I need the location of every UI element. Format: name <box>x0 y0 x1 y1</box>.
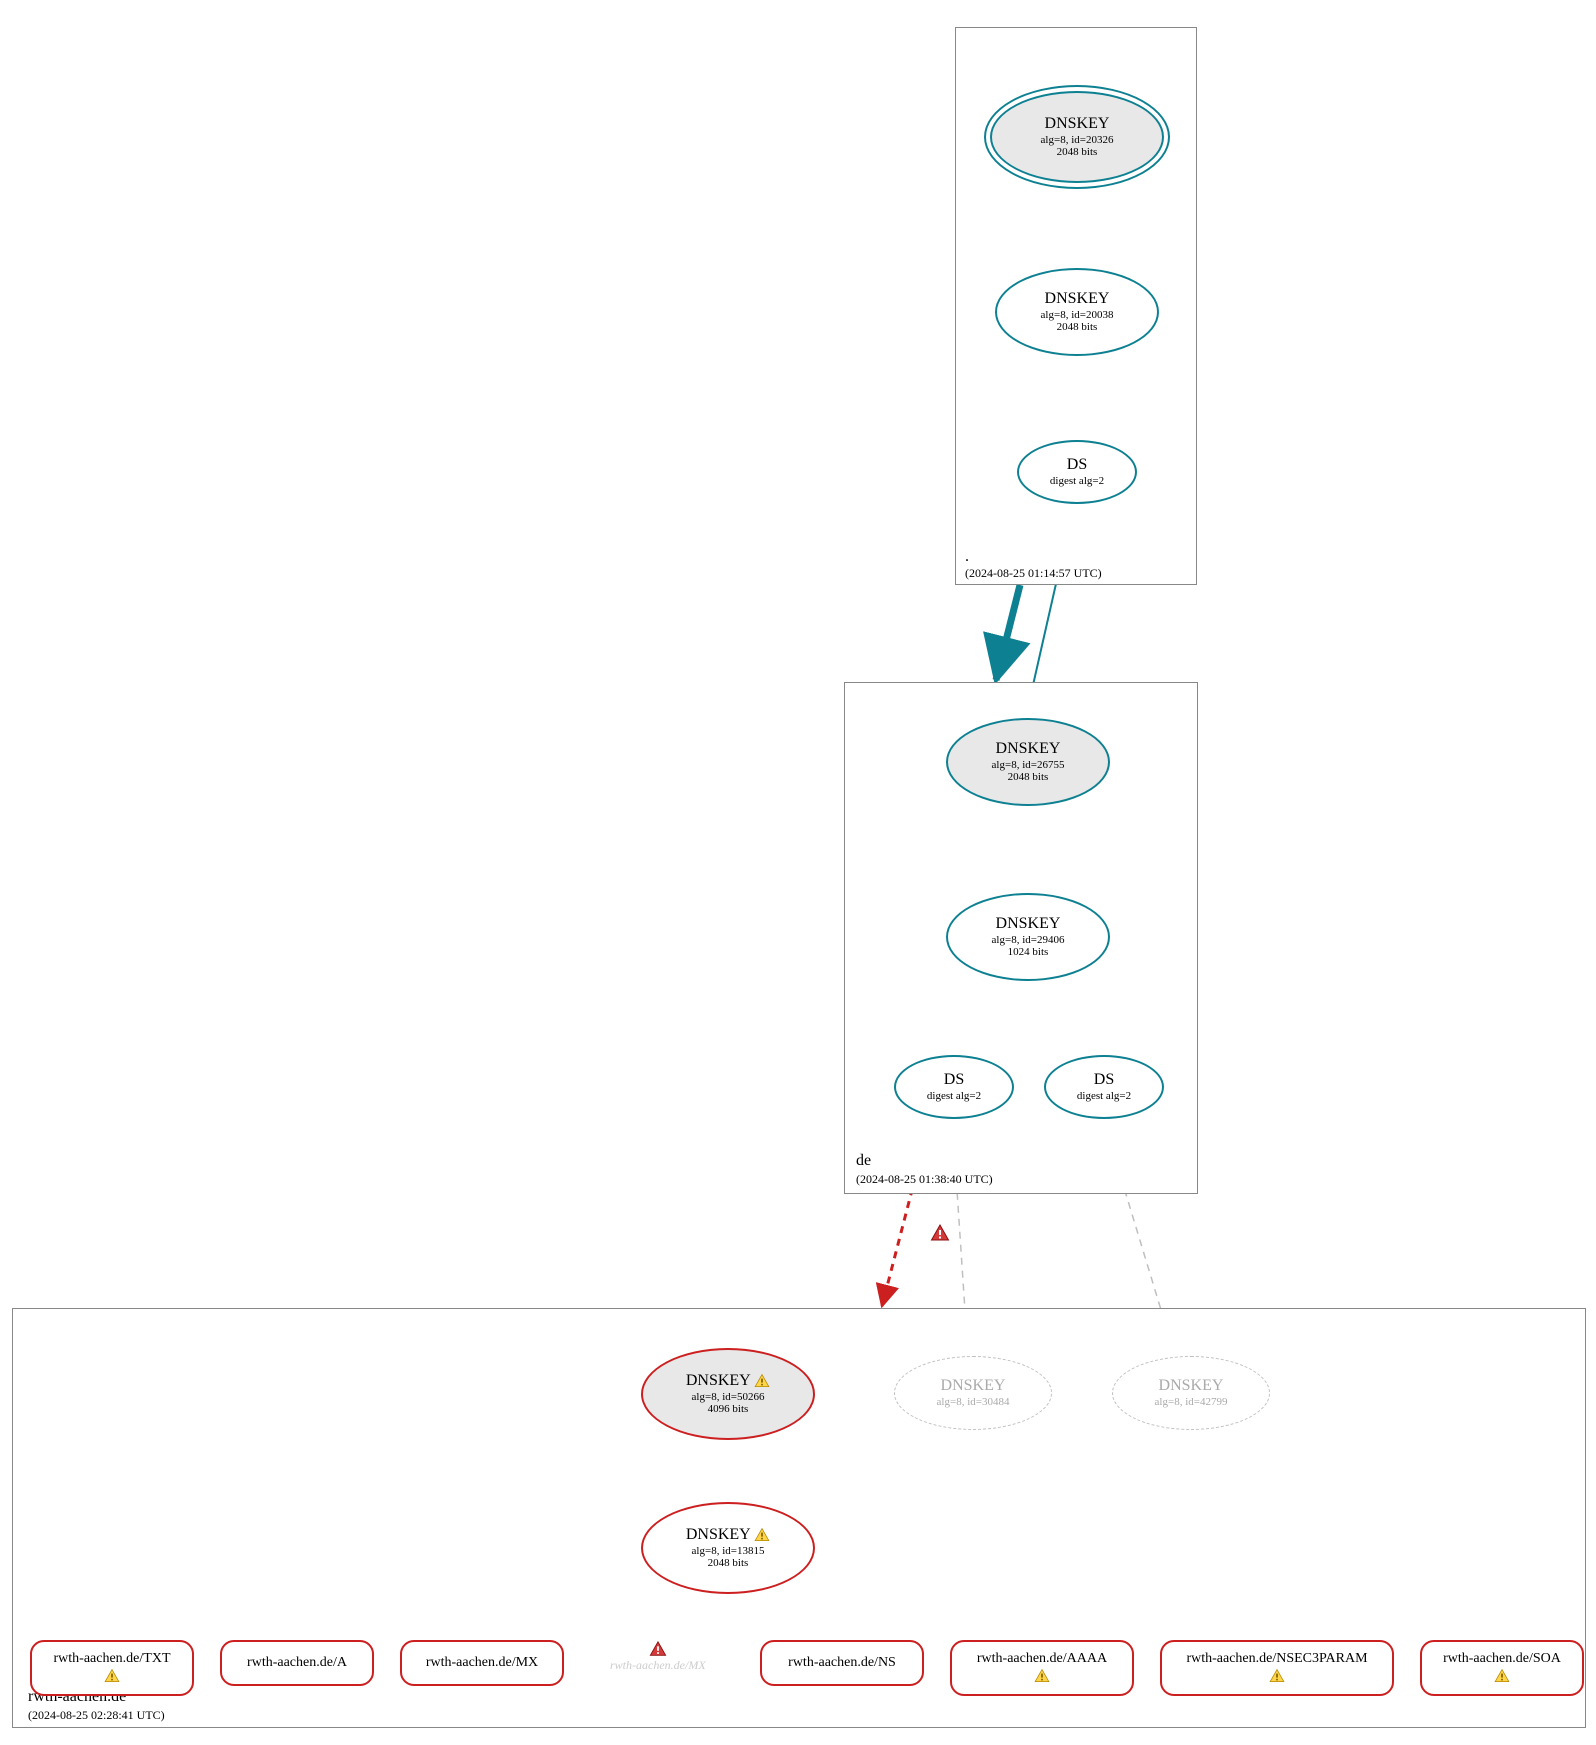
rr-label: rwth-aachen.de/NS <box>788 1655 896 1671</box>
node-title: DNSKEY <box>1159 1377 1224 1395</box>
node-sub: digest alg=2 <box>1050 475 1104 488</box>
rr-label: rwth-aachen.de/SOA <box>1443 1651 1561 1667</box>
node-rwth_ksk: DNSKEY alg=8, id=502664096 bits <box>641 1348 815 1440</box>
zone-label: . <box>965 548 969 566</box>
node-de_ds1: DSdigest alg=2 <box>894 1055 1014 1119</box>
rr-rr_ns: rwth-aachen.de/NS <box>760 1640 924 1686</box>
node-title: DNSKEY <box>1045 290 1110 308</box>
node-de_zsk: DNSKEYalg=8, id=294061024 bits <box>946 893 1110 981</box>
node-sub: 2048 bits <box>1008 771 1049 784</box>
node-sub: alg=8, id=29406 <box>992 934 1065 947</box>
warning-icon <box>1034 1667 1050 1685</box>
warning-icon <box>1494 1667 1510 1685</box>
node-sub: alg=8, id=42799 <box>1155 1396 1228 1409</box>
warning-icon <box>1269 1667 1285 1685</box>
node-sub: alg=8, id=20038 <box>1041 309 1114 322</box>
node-sub: alg=8, id=13815 <box>692 1545 765 1558</box>
rr-label: rwth-aachen.de/MX <box>426 1655 538 1671</box>
zone-timestamp: (2024-08-25 01:14:57 UTC) <box>965 566 1102 581</box>
rr-rr_soa: rwth-aachen.de/SOA <box>1420 1640 1584 1696</box>
node-de_ksk: DNSKEYalg=8, id=267552048 bits <box>946 718 1110 806</box>
rr-label: rwth-aachen.de/AAAA <box>977 1651 1107 1667</box>
node-rwth_ghost2: DNSKEYalg=8, id=42799 <box>1112 1356 1270 1430</box>
node-sub: 2048 bits <box>708 1557 749 1570</box>
warning-icon <box>104 1667 120 1685</box>
node-root_ds: DSdigest alg=2 <box>1017 440 1137 504</box>
node-sub: alg=8, id=26755 <box>992 759 1065 772</box>
node-sub: digest alg=2 <box>1077 1090 1131 1103</box>
node-sub: alg=8, id=50266 <box>692 1391 765 1404</box>
node-sub: 1024 bits <box>1008 946 1049 959</box>
rr-rr_nsec: rwth-aachen.de/NSEC3PARAM <box>1160 1640 1394 1696</box>
dnssec-diagram: .(2024-08-25 01:14:57 UTC) de (2024-08-25 … <box>0 0 1596 1745</box>
node-sub: digest alg=2 <box>927 1090 981 1103</box>
node-title: DS <box>944 1071 964 1089</box>
zone-timestamp: (2024-08-25 02:28:41 UTC) <box>28 1708 165 1723</box>
node-title: DNSKEY <box>1045 115 1110 133</box>
warning-icon <box>610 1640 706 1658</box>
node-root_zsk: DNSKEYalg=8, id=200382048 bits <box>995 268 1159 356</box>
node-sub: 2048 bits <box>1057 321 1098 334</box>
node-title: DS <box>1094 1071 1114 1089</box>
node-title: DS <box>1067 456 1087 474</box>
node-rwth_zsk: DNSKEY alg=8, id=138152048 bits <box>641 1502 815 1594</box>
node-title: DNSKEY <box>686 1372 770 1390</box>
edge-warning-icon <box>930 1223 950 1243</box>
rr-label: rwth-aachen.de/NSEC3PARAM <box>1186 1651 1367 1667</box>
rr-label: rwth-aachen.de/A <box>247 1655 347 1671</box>
rr-rr_aaaa: rwth-aachen.de/AAAA <box>950 1640 1134 1696</box>
rr-rr_mx: rwth-aachen.de/MX <box>400 1640 564 1686</box>
rr-rr_txt: rwth-aachen.de/TXT <box>30 1640 194 1696</box>
node-rwth_ghost1: DNSKEYalg=8, id=30484 <box>894 1356 1052 1430</box>
node-sub: alg=8, id=20326 <box>1041 134 1114 147</box>
zone-label: de <box>856 1152 871 1170</box>
node-root_ksk: DNSKEYalg=8, id=203262048 bits <box>990 91 1164 183</box>
node-sub: 2048 bits <box>1057 146 1098 159</box>
node-sub: alg=8, id=30484 <box>937 1396 1010 1409</box>
zone-timestamp: (2024-08-25 01:38:40 UTC) <box>856 1172 993 1187</box>
rr-label: rwth-aachen.de/TXT <box>54 1651 171 1667</box>
ghost-rr-label: rwth-aachen.de/MX <box>610 1658 706 1673</box>
node-title: DNSKEY <box>996 915 1061 933</box>
node-title: DNSKEY <box>686 1526 770 1544</box>
node-sub: 4096 bits <box>708 1403 749 1416</box>
ghost-rr-mx: rwth-aachen.de/MX <box>610 1640 706 1673</box>
node-de_ds2: DSdigest alg=2 <box>1044 1055 1164 1119</box>
node-title: DNSKEY <box>996 740 1061 758</box>
node-title: DNSKEY <box>941 1377 1006 1395</box>
rr-rr_a: rwth-aachen.de/A <box>220 1640 374 1686</box>
